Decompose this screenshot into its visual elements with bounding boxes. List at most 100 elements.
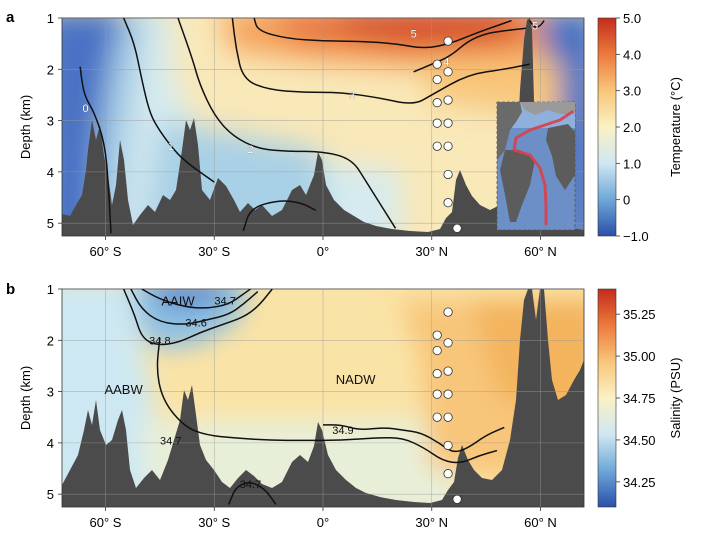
station-marker [443,67,453,77]
x-tick-label: 30° S [198,244,230,259]
y-tick-label: 1 [47,282,54,297]
contour-label: 34.7 [240,479,261,491]
contours-b [122,289,505,505]
colorbar-ticks-b: 35.25 35.00 34.75 34.50 34.25 [616,307,656,490]
y-tick-label: 4 [47,165,54,180]
x-tick-label: 60° N [524,244,557,259]
y-axis-label-a: Depth (km) [18,95,33,159]
water-mass-label: AABW [104,382,143,397]
colorbar-tick-label: 35.00 [623,349,656,364]
station-marker [443,95,453,105]
contour-line-34-7a [141,289,251,309]
x-ticks-a: 60° S 30° S 0° 30° N 60° N [90,236,557,259]
y-tick-label: 5 [47,216,54,231]
contour-label: 1 [168,141,174,153]
colorbar-tick-label: 3.0 [623,84,641,99]
panel-label-a: a [6,9,15,26]
x-tick-label: 0° [317,515,329,530]
contour-label: 2 [247,144,253,156]
y-tick-label: 2 [47,333,54,348]
x-tick-label: 30° S [198,515,230,530]
contour-labels-b: 34.7 34.6 34.8 34.7 34.9 34.7 [149,295,353,491]
station-marker [432,141,442,151]
contour-line-0 [79,66,112,234]
contour-line-3 [231,18,530,104]
grid-b [62,289,584,507]
contour-line-2b [242,200,317,232]
colorbar-tick-label: 0 [623,193,630,208]
station-marker [432,98,442,108]
contour-line-34-6 [130,289,259,325]
colorbar-tick-label: −1.0 [623,229,649,244]
station-marker [443,440,453,451]
colorbar-tick-label: 34.50 [623,433,656,448]
colorbar-tick-label: 1.0 [623,156,641,171]
station-marker [432,59,442,69]
contour-label: 5 [411,28,417,40]
temperature-panel: a 0 1 2 3 4 5 5 60° S 30° S 0° 30° N 60° N 1 2 3 4 5 [6,9,683,259]
salinity-panel: b 34.734.634.834.734.934.7 AAIWAABWNADW … [6,281,683,530]
contour-line-34-7b [156,337,498,464]
contour-label: 34.6 [185,317,206,329]
contour-label: 34.7 [214,295,235,307]
contour-label: 0 [83,103,89,115]
temperature-colorbar [597,17,617,237]
bathymetry-a [62,18,584,236]
contour-label: 34.7 [160,435,181,447]
station-marker [432,74,442,85]
water-mass-label: AAIW [161,293,195,308]
salinity-field [62,289,584,507]
water-mass-labels: AAIW AABW NADW [104,293,376,397]
station-marker [432,369,442,379]
colorbar-tick-label: 34.75 [623,391,656,406]
y-tick-label: 1 [47,11,54,26]
station-marker [452,494,462,504]
contour-line-5 [253,18,512,49]
station-marker [432,412,442,422]
y-tick-label: 3 [47,385,54,400]
x-tick-label: 0° [317,244,329,259]
contour-label: 34.8 [149,335,170,347]
bathymetry-b [62,289,584,507]
station-marker [432,330,442,340]
y-ticks-a: 1 2 3 4 5 [47,11,62,231]
contour-line-4 [413,27,527,73]
station-marker [443,469,453,479]
station-marker [432,389,442,399]
x-tick-label: 60° S [90,515,122,530]
station-marker [443,366,453,376]
colorbar-label-a: Temperature (°C) [668,77,683,177]
station-marker [443,118,453,128]
salinity-colorbar [597,288,617,508]
station-marker [443,307,453,317]
station-marker [432,118,442,128]
y-tick-label: 4 [47,436,54,451]
x-tick-label: 60° S [90,244,122,259]
station-marker [443,198,453,208]
y-tick-label: 2 [47,62,54,77]
colorbar-tick-label: 35.25 [623,307,656,322]
contour-label: 4 [443,57,449,69]
section-track [512,110,574,226]
x-tick-label: 60° N [524,515,557,530]
station-marker [443,412,453,422]
y-ticks-b: 1 2 3 4 5 [47,282,62,502]
y-tick-label: 3 [47,114,54,129]
colorbar-tick-label: 34.25 [623,475,656,490]
contour-line-1 [122,18,215,183]
contour-label: 34.9 [332,425,353,437]
colorbar-ticks-a: 5.0 4.0 3.0 2.0 1.0 0 −1.0 [616,11,649,244]
station-marker [432,345,442,356]
station-marker [443,389,453,399]
contour-line-34-8 [122,289,273,346]
contour-line-34-7c [228,482,277,505]
colorbar-label-b: Salinity (PSU) [668,358,683,439]
contour-line-2 [177,18,397,229]
x-tick-label: 30° N [415,515,448,530]
contour-line-34-9 [323,424,505,453]
water-mass-label: NADW [336,372,376,387]
stations-a [432,36,462,233]
contour-line-5b [529,20,545,29]
inset-map [496,101,576,231]
station-marker [443,169,453,180]
